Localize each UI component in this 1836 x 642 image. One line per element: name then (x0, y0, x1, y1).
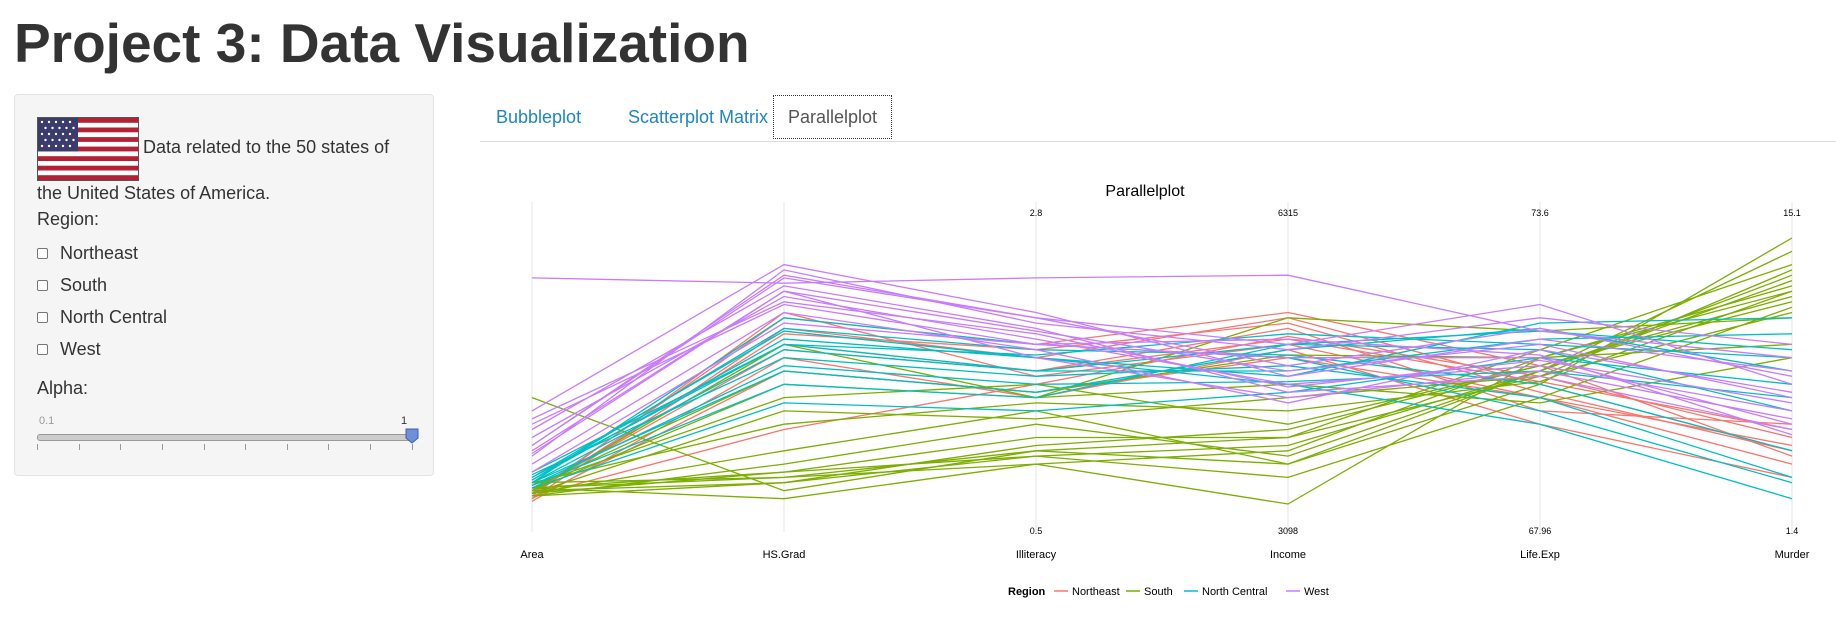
slider-tick (204, 444, 205, 450)
checkbox-label: North Central (60, 307, 168, 327)
data-line-northeast (531, 338, 1793, 492)
data-line-south (531, 295, 1793, 487)
slider-tick (245, 444, 246, 450)
data-line-west (531, 322, 1793, 473)
intro-text: Data related to the 50 states of (143, 137, 390, 157)
slider-tick (287, 444, 288, 450)
page-title: Project 3: Data Visualization (14, 12, 750, 74)
data-line-south (531, 306, 1793, 492)
alpha-slider-handle[interactable] (405, 428, 419, 444)
axis-max-label: 15.1 (1783, 208, 1801, 218)
data-line-west (531, 277, 1793, 447)
data-line-south (531, 311, 1793, 495)
chart-title: Parallelplot (1105, 183, 1185, 200)
slider-max-label: 1 (401, 415, 408, 427)
data-line-north-central (531, 365, 1793, 486)
axis-min-label: 3098 (1278, 526, 1298, 536)
legend-item-northeast: Northeast (1072, 586, 1120, 598)
axis-min-label: 67.96 (1529, 526, 1552, 536)
checkbox-icon[interactable] (37, 248, 48, 259)
axis-label: HS.Grad (763, 549, 806, 561)
tab-scatterplot-matrix[interactable]: Scatterplot Matrix (628, 107, 769, 127)
checkbox-label: West (60, 339, 101, 359)
checkbox-label: Northeast (60, 243, 139, 263)
checkbox-icon[interactable] (37, 344, 48, 355)
axis-label: Illiteracy (1016, 549, 1057, 561)
checkbox-label: South (60, 275, 108, 295)
data-line-north-central (531, 327, 1793, 481)
tab-bubbleplot[interactable]: Bubbleplot (496, 107, 582, 127)
slider-tick (79, 444, 80, 450)
axis-max-label: 6315 (1278, 208, 1298, 218)
checkbox-icon[interactable] (37, 280, 48, 291)
region-checkbox-south[interactable]: South (37, 275, 107, 296)
us-flag-icon (37, 117, 139, 181)
data-line-west (531, 263, 1793, 412)
data-line-north-central (531, 343, 1793, 484)
slider-tick (162, 444, 163, 450)
slider-tick (37, 444, 38, 450)
data-line-west (531, 301, 1793, 420)
data-line-south (531, 290, 1793, 484)
axis-label: Murder (1775, 549, 1810, 561)
region-label: Region: (37, 209, 100, 229)
axis-label: Life.Exp (1520, 549, 1560, 561)
legend-item-west: West (1304, 586, 1329, 598)
data-line-west (531, 290, 1793, 455)
slider-tick (412, 444, 413, 450)
data-line-west (531, 311, 1793, 465)
sidebar-panel: Data related to the 50 states of the Uni… (14, 94, 434, 476)
axis-label: Area (520, 549, 544, 561)
data-line-south (531, 279, 1793, 495)
axis-min-label: 0.5 (1030, 526, 1043, 536)
axis-label: Income (1270, 549, 1306, 561)
slider-min-label: 0.1 (39, 415, 55, 427)
intro-text-continued: the United States of America. (37, 183, 271, 203)
legend-item-south: South (1144, 586, 1173, 598)
region-checkbox-northeast[interactable]: Northeast (37, 243, 138, 264)
legend-item-north-central: North Central (1202, 586, 1267, 598)
data-line-south (531, 269, 1793, 489)
tab-bar: Bubbleplot Scatterplot Matrix Parallelpl… (480, 95, 1836, 142)
data-line-south (531, 285, 1793, 489)
axis-max-label: 2.8 (1030, 208, 1043, 218)
legend-title: Region (1008, 586, 1046, 598)
parallel-plot-chart: Parallelplot Area HS.Grad Illiteracy 2.8 0.5… (480, 170, 1836, 615)
data-line-west (531, 274, 1793, 359)
data-line-northeast (531, 311, 1793, 494)
tab-parallelplot[interactable]: Parallelplot (773, 95, 893, 139)
data-line-north-central (531, 357, 1793, 489)
data-line-south (531, 301, 1793, 497)
checkbox-icon[interactable] (37, 312, 48, 323)
region-checkbox-west[interactable]: West (37, 339, 101, 360)
axis-max-label: 73.6 (1531, 208, 1549, 218)
region-checkbox-north-central[interactable]: North Central (37, 307, 167, 328)
slider-tick (120, 444, 121, 450)
slider-tick (328, 444, 329, 450)
data-line-west (531, 269, 1793, 457)
alpha-label: Alpha: (37, 378, 89, 398)
alpha-slider-track[interactable] (37, 434, 413, 441)
slider-tick (370, 444, 371, 450)
data-line-northeast (531, 357, 1793, 500)
axis-min-label: 1.4 (1786, 526, 1799, 536)
data-line-north-central (531, 330, 1793, 500)
data-line-west (531, 295, 1793, 439)
